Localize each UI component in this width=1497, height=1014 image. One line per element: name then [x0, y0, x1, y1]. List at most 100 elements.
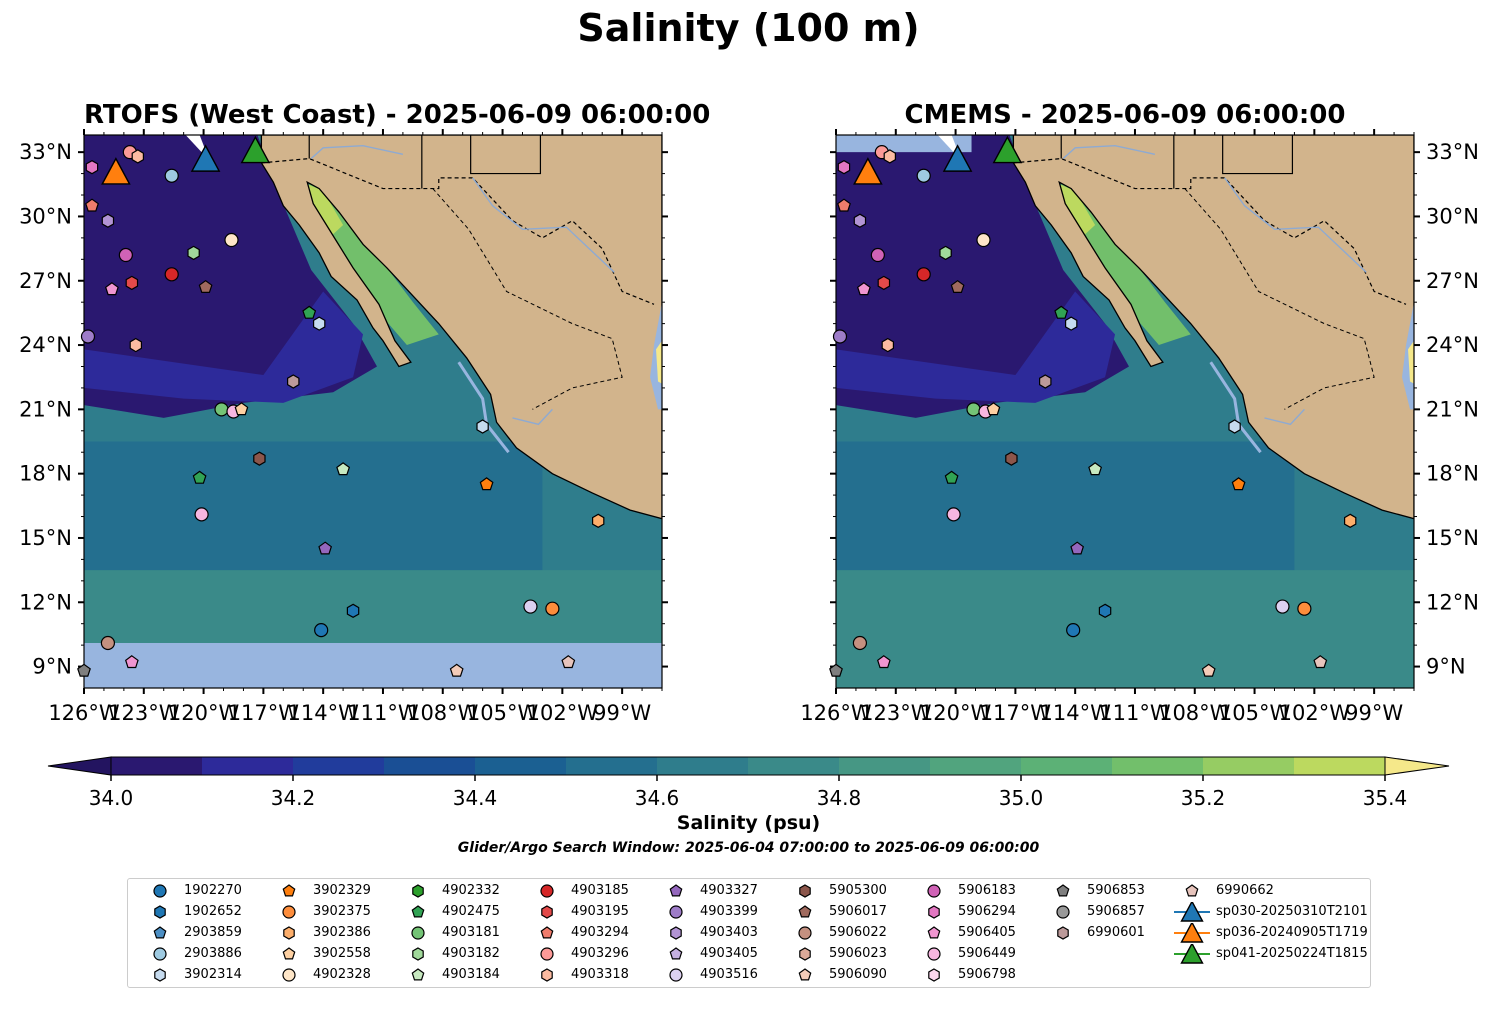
legend-marker-shape [282, 947, 296, 960]
legend-label: 5906017 [829, 904, 887, 919]
lon-tick-label: 99°W [593, 701, 651, 725]
legend-item: 5906405 [914, 923, 1114, 943]
legend-marker [1056, 884, 1070, 897]
platform-marker-2903886 [916, 168, 931, 183]
legend-item: 3902314 [140, 965, 340, 985]
legend-label: sp041-20250224T1815 [1216, 946, 1368, 961]
platform-marker-5906022 [100, 635, 116, 651]
colorbar-extend-low [47, 756, 112, 776]
river [1062, 145, 1156, 160]
legend-label: sp036-20240905T1719 [1216, 925, 1368, 940]
colorbar-segment [839, 757, 931, 775]
platform-marker-3902314 [1064, 316, 1078, 331]
legend-marker-shape [1056, 905, 1070, 919]
gulf-of-mexico-high [656, 340, 662, 384]
legend-marker-shape [411, 926, 425, 940]
platform-marker-4903182 [187, 245, 200, 261]
platform-marker-3902329 [1231, 477, 1246, 491]
lon-tick-label: 111°W [347, 701, 419, 725]
platform-marker-sp030-20250310T2101 [942, 144, 973, 172]
ocean-mid-band [84, 441, 543, 571]
platform-marker-4902475 [1054, 305, 1069, 319]
legend-item: 5906857 [1043, 902, 1243, 922]
legend-marker [412, 884, 424, 898]
lat-tick-label: 30°N [1426, 204, 1479, 228]
platform-marker-4902328 [224, 232, 239, 248]
legend-marker-shape [154, 968, 166, 982]
platform-marker-5906405 [876, 655, 891, 669]
platform-marker-sp041-20250224T1815 [992, 135, 1023, 164]
colorbar-segment [566, 757, 658, 775]
legend-label: 4903296 [571, 946, 629, 961]
legend-marker-shape [669, 905, 683, 919]
legend-item: sp041-20250224T1815 [1172, 944, 1372, 964]
panel-title-rtofs: RTOFS (West Coast) - 2025-06-09 06:00:00 [84, 100, 711, 130]
platform-marker-3902375 [1297, 601, 1312, 616]
platform-marker-4902328 [976, 232, 991, 248]
platform-marker-4902475 [944, 470, 959, 484]
colorbar-tick-label: 35.0 [999, 786, 1044, 810]
cmems-map [836, 135, 1414, 688]
lon-tick-label: 99°W [1345, 701, 1403, 725]
legend-marker-shape [412, 884, 424, 898]
colorbar-segment [1112, 757, 1204, 775]
river-lerma [1264, 408, 1305, 426]
river [310, 145, 404, 160]
legend-item: 5906017 [785, 902, 985, 922]
legend-label: 2903886 [184, 946, 242, 961]
platform-marker-3902558 [986, 402, 1001, 416]
legend-marker [154, 905, 166, 919]
mexico-state-borders [432, 188, 623, 410]
legend-item: 5906023 [785, 944, 985, 964]
platform-marker-5905300 [253, 451, 266, 466]
river-lerma [512, 408, 553, 426]
legend-item: 4903185 [527, 881, 727, 901]
colorbar-segment [202, 757, 294, 775]
us-mexico-border [1013, 157, 1407, 305]
platform-marker-4903318 [131, 149, 144, 164]
platform-marker-4903294 [837, 198, 851, 212]
legend-label: 1902270 [184, 883, 242, 898]
legend-marker-shape [153, 884, 167, 898]
legend-item: 2903859 [140, 923, 340, 943]
legend-marker-shape [669, 884, 683, 897]
panel-frame [83, 134, 663, 689]
legend-marker [928, 968, 940, 982]
legend-marker [798, 968, 812, 981]
legend-label: 5906798 [958, 967, 1016, 982]
legend-marker-shape [799, 884, 811, 898]
platform-marker-5905300 [1005, 451, 1018, 466]
platform-marker-3902375 [545, 601, 560, 616]
panel-title-cmems: CMEMS - 2025-06-09 06:00:00 [904, 100, 1346, 130]
platform-marker-6990662 [1313, 655, 1328, 669]
legend-marker [411, 905, 425, 918]
legend-item: 5906022 [785, 923, 985, 943]
colorbar-segment [293, 757, 385, 775]
lat-tick-label: 24°N [19, 333, 72, 357]
platform-marker-4903181 [214, 402, 229, 417]
legend-label: 5906449 [958, 946, 1016, 961]
legend-marker-shape [927, 884, 941, 898]
platform-marker-4903327 [318, 541, 333, 555]
colorbar-tick-label: 34.4 [453, 786, 498, 810]
legend-item: 5906853 [1043, 881, 1243, 901]
platform-marker-4903516 [523, 599, 538, 614]
platform-marker-4902475 [302, 305, 317, 319]
legend-marker [798, 905, 812, 918]
legend-label: 4902475 [442, 904, 500, 919]
legend-marker [1174, 902, 1210, 922]
legend-label: 2903859 [184, 925, 242, 940]
platform-marker-1902270 [314, 623, 329, 638]
legend-marker [669, 947, 683, 960]
legend-item: 4903399 [656, 902, 856, 922]
legend-item: 5906798 [914, 965, 1114, 985]
legend-label: 4903181 [442, 925, 500, 940]
figure-title: Salinity (100 m) [577, 6, 920, 50]
legend-marker [1174, 944, 1210, 964]
legend-item: 4903181 [398, 923, 598, 943]
legend-label: 4902332 [442, 883, 500, 898]
platform-marker-5906405 [124, 655, 139, 669]
colorbar-tick-label: 34.6 [635, 786, 680, 810]
legend-marker-shape [540, 926, 554, 939]
platform-marker-5906449 [946, 507, 961, 522]
